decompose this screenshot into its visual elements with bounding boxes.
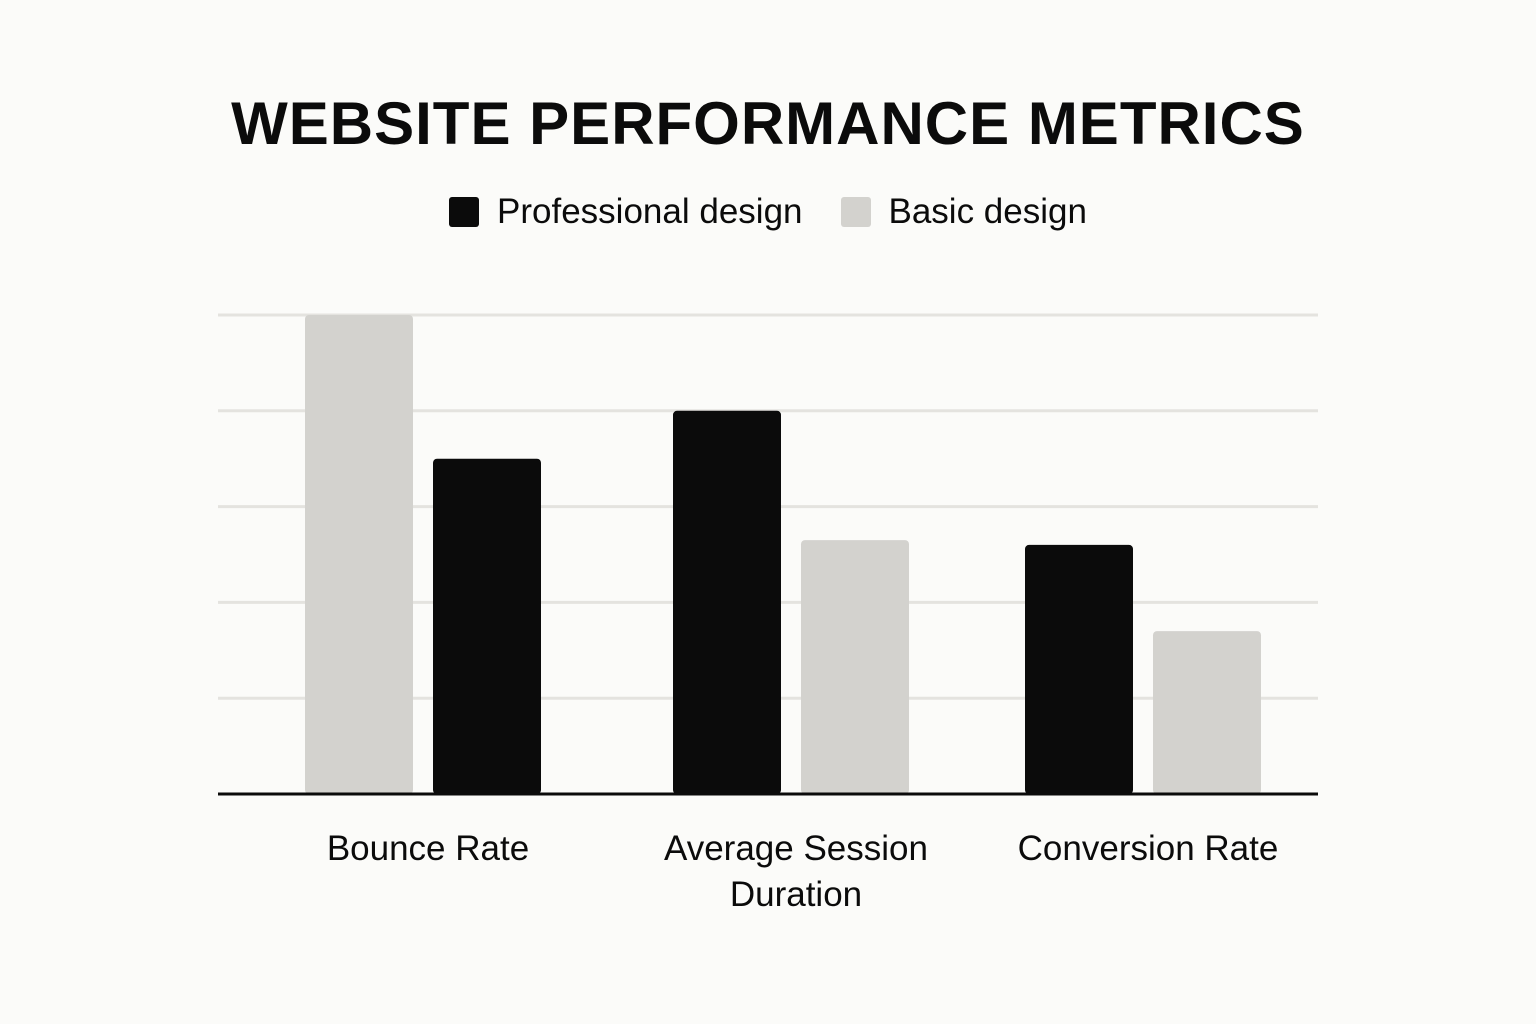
bar-professional-0 bbox=[433, 458, 541, 794]
chart-title: WEBSITE PERFORMANCE METRICS bbox=[231, 90, 1305, 157]
legend-swatch-professional bbox=[449, 197, 480, 227]
bar-basic-2 bbox=[1153, 631, 1261, 794]
bar-basic-0 bbox=[305, 315, 413, 794]
category-label: Conversion Rate bbox=[1018, 829, 1279, 868]
bar-professional-2 bbox=[1025, 544, 1133, 794]
bars bbox=[305, 315, 1261, 794]
category-labels: Bounce Rate Average Session Duration Conver… bbox=[327, 829, 1279, 914]
bar-professional-1 bbox=[673, 410, 781, 794]
legend-item-basic: Basic design bbox=[840, 188, 1087, 236]
category-label: Bounce Rate bbox=[327, 829, 529, 868]
legend: Professional design Basic design bbox=[0, 188, 1536, 236]
legend-label-basic: Basic design bbox=[888, 192, 1087, 231]
category-label: Average Session Duration bbox=[664, 829, 928, 914]
legend-item-professional: Professional design bbox=[449, 188, 803, 236]
legend-label-professional: Professional design bbox=[497, 192, 803, 231]
bar-basic-1 bbox=[801, 540, 909, 794]
legend-swatch-basic bbox=[840, 197, 871, 227]
